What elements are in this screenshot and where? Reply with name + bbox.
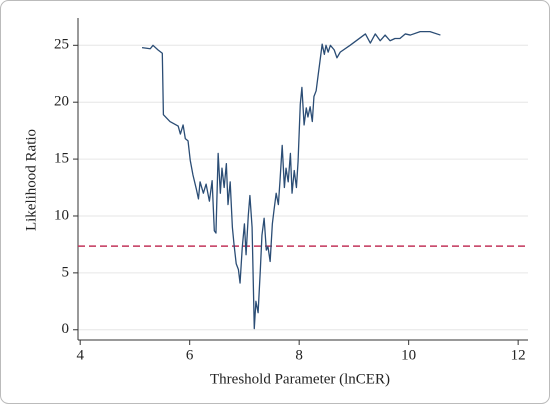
y-tick-label: 0 [62,321,70,337]
y-tick-label: 5 [62,264,70,280]
y-tick-label: 20 [54,94,69,110]
y-tick-label: 15 [54,151,69,167]
x-tick-label: 12 [511,347,526,363]
x-axis-label: Threshold Parameter (lnCER) [210,371,390,387]
y-tick-label: 25 [54,37,69,53]
x-tick-label: 10 [401,347,416,363]
data-line [141,31,441,330]
x-tick-label: 6 [186,347,194,363]
y-axis-label: Likelihood Ratio [23,129,39,231]
y-tick-label: 10 [54,207,69,223]
x-tick-label: 8 [295,347,303,363]
x-tick-label: 4 [76,347,84,363]
